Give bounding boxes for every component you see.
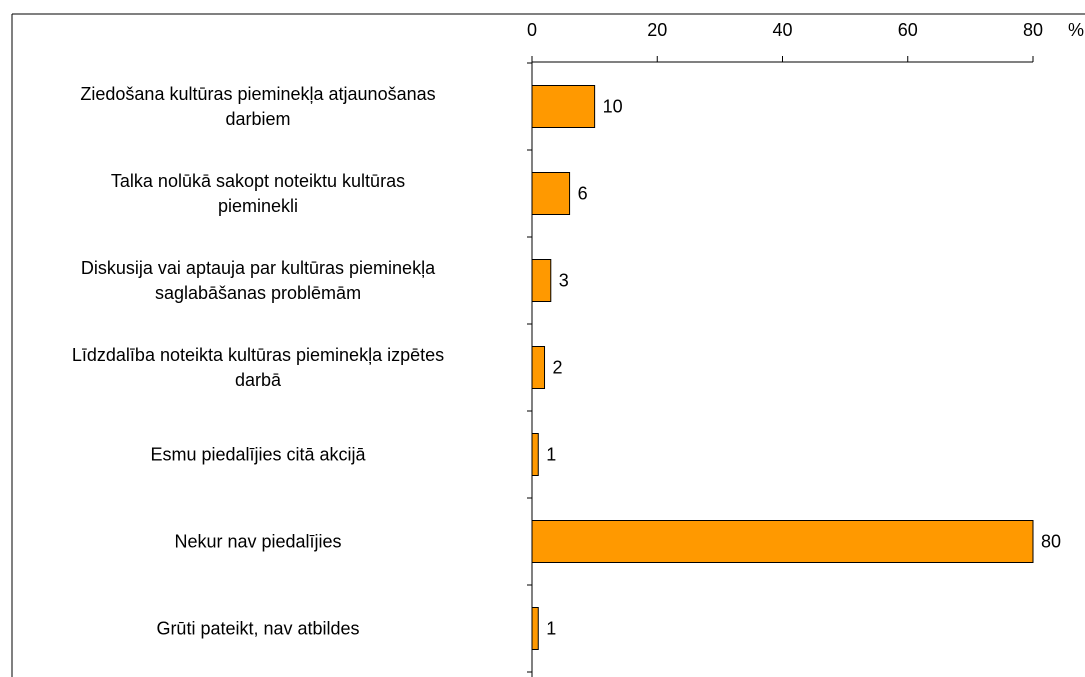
bar (531, 433, 539, 476)
bar (531, 607, 539, 650)
x-tick-label: 80 (1023, 20, 1043, 40)
y-tick-label: Ziedošana kultūras pieminekļa atjaunošan… (80, 83, 436, 129)
y-tick-label: Līdzdalība noteikta kultūras pieminekļa … (71, 344, 445, 390)
x-tick-label: 0 (527, 20, 537, 40)
bar (531, 520, 1034, 563)
y-tick-label: Grūti pateikt, nav atbildes (156, 618, 360, 638)
bar (531, 172, 571, 215)
x-axis-unit: % (1068, 20, 1084, 40)
value-label: 80 (1041, 531, 1061, 551)
value-label: 2 (553, 357, 563, 377)
value-label: 1 (546, 618, 556, 638)
value-label: 10 (603, 96, 623, 116)
y-tick-label: Esmu piedalījies citā akcijā (150, 444, 366, 464)
x-tick-label: 60 (898, 20, 918, 40)
value-label: 1 (546, 444, 556, 464)
value-label: 6 (578, 183, 588, 203)
value-label: 3 (559, 270, 569, 290)
y-tick-label: Nekur nav piedalījies (174, 531, 342, 551)
y-tick-label: Talka nolūkā sakopt noteiktu kultūras pi… (110, 170, 406, 216)
bar (531, 259, 552, 302)
bar (531, 85, 596, 128)
bar (531, 346, 546, 389)
y-tick-label: Diskusija vai aptauja par kultūras piemi… (80, 257, 436, 303)
x-tick-label: 20 (647, 20, 667, 40)
x-tick-label: 40 (772, 20, 792, 40)
